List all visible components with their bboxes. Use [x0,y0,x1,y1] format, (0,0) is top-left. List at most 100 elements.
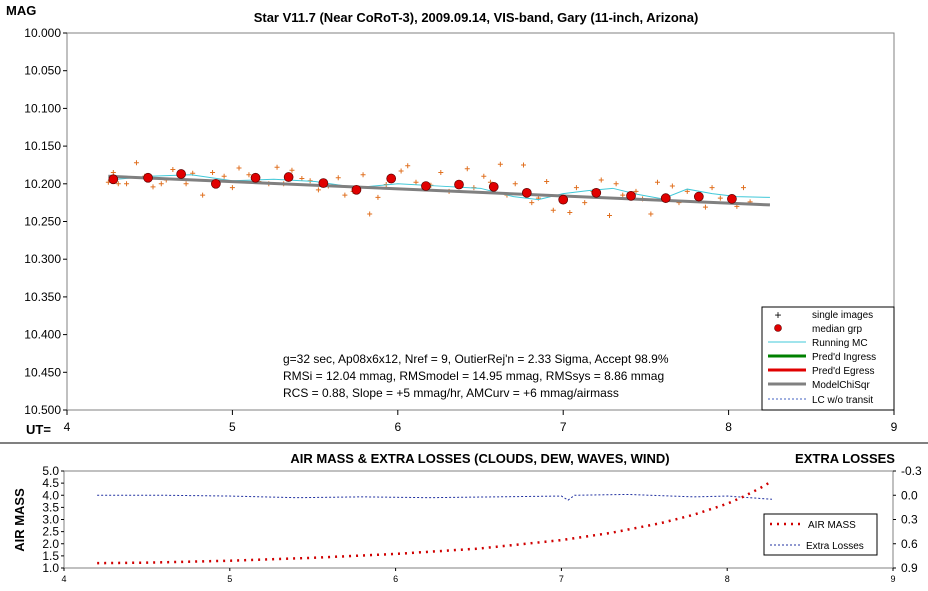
bottom-x-ticks: 4 5 6 7 8 9 [61,568,896,584]
legend-median-grp: median grp [812,324,862,335]
bottom-y-tick-label: 4.5 [42,476,59,490]
top-y-tick-label: 10.350 [24,290,61,304]
median-grp-point [143,172,153,183]
median-grp-point [591,187,602,198]
bottom-y2-tick-label: 0.3 [901,513,918,527]
bottom-y-tick-label: 5.0 [42,464,59,478]
single-image-point [567,209,573,215]
bottom-legend-box [763,513,878,556]
airmass-chart: AIR MASS & EXTRA LOSSES (CLOUDS, DEW, WA… [12,451,922,584]
top-y-axis-label: MAG [6,3,36,18]
top-legend: + single images median grp Running MC Pr… [761,306,895,411]
legend-ingress: Pred'd Ingress [812,352,876,363]
median-grp-point [488,181,499,192]
bottom-x-tick-label: 4 [61,574,66,584]
median-grp-point [558,194,569,205]
single-image-point [654,179,660,185]
annotation-line-1: g=32 sec, Ap08x6x12, Nref = 9, OutierRej… [283,352,669,366]
top-x-ticks: 4 5 6 7 8 9 [64,410,898,434]
single-image-point [582,200,588,206]
legend-model-chisqr: ModelChiSqr [812,380,870,391]
single-image-point [702,204,708,210]
median-grp-point [250,172,261,183]
top-y-tick-label: 10.500 [24,403,61,417]
median-grp-point [318,178,329,188]
single-image-point [669,183,675,189]
bottom-y-tick-label: 3.5 [42,500,59,514]
median-grp-point [660,193,671,203]
annotation-block: g=32 sec, Ap08x6x12, Nref = 9, OutierRej… [283,352,669,400]
bottom-y2-tick-label: 0.6 [901,537,918,551]
median-grp-point [626,191,636,201]
median-grp-series [108,169,737,205]
top-x-tick-label: 5 [229,420,236,434]
legend-median-marker [774,324,782,332]
bottom-y-tick-label: 2.5 [42,525,59,539]
median-grp-point [693,191,704,202]
single-image-point [183,181,189,187]
single-image-point [342,192,348,198]
top-x-axis-label: UT= [26,422,51,437]
running-mc-series [108,174,770,201]
single-image-point [221,173,227,179]
single-image-point [521,162,527,168]
single-image-point [246,172,252,178]
single-image-point [133,160,139,166]
bottom-y-tick-label: 1.0 [42,561,59,575]
top-y-ticks: 10.000 10.050 10.100 10.150 10.200 10.250 10.3… [24,26,67,417]
extra-losses-series [97,493,773,501]
bottom-chart-title: AIR MASS & EXTRA LOSSES (CLOUDS, DEW, WA… [290,451,669,466]
median-grp-point [454,179,464,190]
running-mc-line [108,174,770,201]
median-grp-point [421,181,431,191]
bottom-x-tick-label: 6 [393,574,398,584]
legend-egress: Pred'd Egress [812,366,875,377]
median-grp-point [521,187,532,198]
single-image-point [158,181,164,187]
top-y-tick-label: 10.250 [24,215,61,229]
single-image-point [550,207,556,213]
single-image-point [620,192,626,198]
single-image-point [529,200,535,206]
median-grp-point [176,169,186,179]
extra-losses-line [97,493,773,501]
single-image-point [299,176,305,182]
legend-lc-wo-transit: LC w/o transit [812,395,873,406]
single-image-point [150,184,156,190]
annotation-line-2: RMSi = 12.04 mmag, RMSmodel = 14.95 mmag… [283,369,664,383]
single-image-point [200,192,206,198]
single-image-point [573,185,579,191]
bottom-x-tick-label: 8 [725,574,730,584]
single-image-point [607,212,613,218]
legend-single-marker: + [774,308,781,322]
bottom-y-tick-label: 2.0 [42,537,59,551]
single-image-point [512,181,518,187]
single-image-point [598,177,604,183]
single-image-point [236,165,242,171]
bottom-legend: AIR MASS Extra Losses [763,513,878,556]
bottom-y2-ticks: -0.3 0.0 0.3 0.6 0.9 [893,464,922,575]
single-image-point [405,163,411,169]
top-chart-title: Star V11.7 (Near CoRoT-3), 2009.09.14, V… [254,10,699,25]
single-image-point [274,164,280,170]
legend-single-images: single images [812,310,873,321]
single-image-point [740,185,746,191]
single-image-point [684,188,690,194]
bottom-y-ticks: 1.01.52.02.53.03.54.04.55.0 [42,464,64,575]
single-image-point [398,168,404,174]
single-image-point [464,166,470,172]
bottom-y-axis-label: AIR MASS [12,488,27,552]
single-image-point [709,185,715,191]
bottom-x-tick-label: 5 [227,574,232,584]
top-x-tick-label: 8 [725,420,732,434]
bottom-plot-area [63,470,894,569]
single-image-point [115,181,121,187]
single-image-point [170,166,176,172]
top-plot-area [66,32,895,411]
bottom-y2-axis-label: EXTRA LOSSES [795,451,895,466]
bottom-y-tick-label: 1.5 [42,549,59,563]
median-grp-point [211,178,221,189]
single-image-point [110,169,116,175]
bottom-y-tick-label: 4.0 [42,488,59,502]
